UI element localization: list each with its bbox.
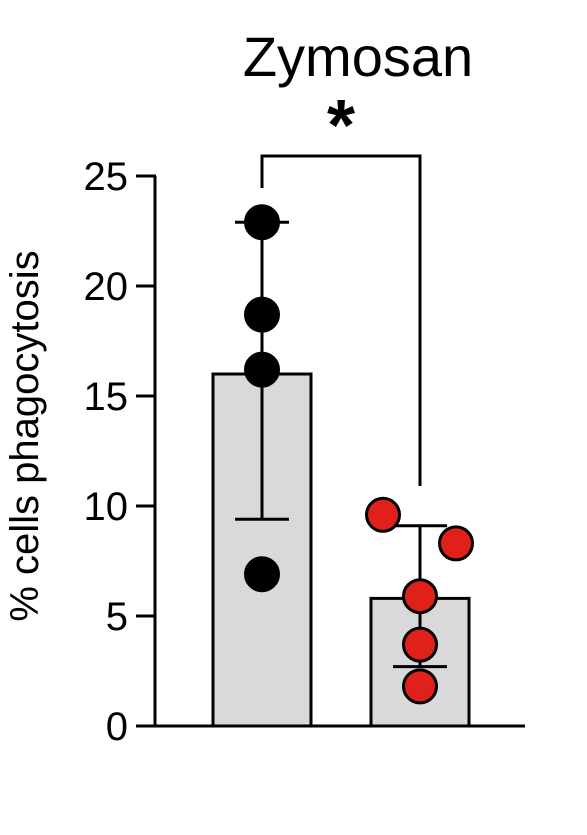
significance-label: * <box>327 86 355 166</box>
data-point-1-0 <box>365 496 401 533</box>
y-tick-label-2: 10 <box>84 485 129 529</box>
data-point-1-4 <box>402 668 438 705</box>
data-point-1-1 <box>438 525 474 562</box>
data-point-0-3 <box>244 556 280 593</box>
bracket-line <box>260 154 422 486</box>
data-point-0-0 <box>244 204 280 241</box>
y-tick-label-5: 25 <box>84 155 129 199</box>
y-tick-label-4: 20 <box>84 265 129 309</box>
data-point-0-2 <box>244 351 280 388</box>
significance-bracket: * <box>260 86 422 486</box>
y-axis-label: % cells phagocytosis <box>3 250 47 621</box>
bar-group-1 <box>365 496 474 728</box>
bars-layer <box>211 204 474 728</box>
data-point-0-1 <box>244 296 280 333</box>
y-tick-label-3: 15 <box>84 375 129 419</box>
data-point-1-3 <box>402 626 438 663</box>
bar-group-0 <box>211 204 313 728</box>
chart-title: Zymosan <box>243 25 473 88</box>
data-point-1-2 <box>402 578 438 615</box>
y-axis: 0 5 10 15 20 25 <box>84 155 157 749</box>
y-tick-label-0: 0 <box>106 705 128 749</box>
y-tick-label-1: 5 <box>106 595 128 639</box>
